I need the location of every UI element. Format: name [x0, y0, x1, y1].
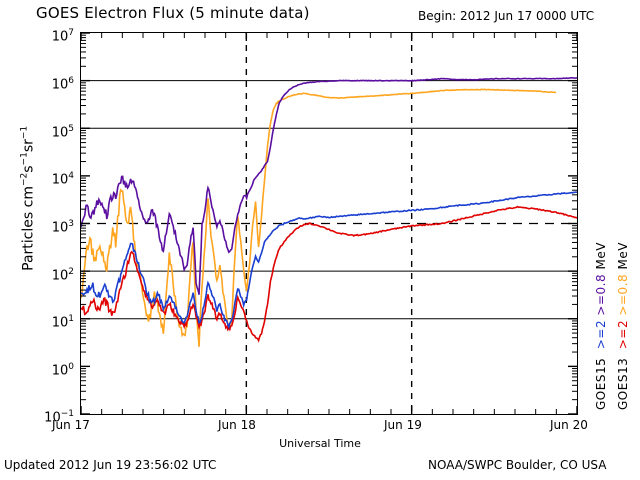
- legend-goes15-e2: >=0.8: [594, 273, 608, 316]
- x-tick-jun20: Jun 20: [550, 418, 588, 432]
- series-goes15-0-8-mev: [81, 76, 577, 295]
- series-goes13-2-mev: [81, 205, 577, 343]
- y-tick-1e7: 107: [51, 28, 74, 45]
- legend-goes15: GOES15 >=2 >=0.8 MeV: [594, 150, 608, 410]
- legend-goes13: GOES13 >=2 >=0.8 MeV: [616, 150, 630, 410]
- x-tick-jun17: Jun 17: [52, 418, 90, 432]
- legend-goes15-e1: >=2: [594, 319, 608, 350]
- x-tick-jun19: Jun 19: [384, 418, 422, 432]
- y-tick-1e2: 102: [51, 267, 74, 284]
- flux-chart-svg: [81, 33, 577, 414]
- y-tick-1e6: 106: [51, 76, 74, 93]
- y-tick-1e4: 104: [51, 171, 74, 188]
- y-tick-1e5: 105: [51, 124, 74, 141]
- y-tick-1e1: 101: [51, 314, 74, 331]
- y-tick-1e0: 100: [51, 362, 74, 379]
- legend-goes13-sat: GOES13: [616, 357, 630, 410]
- legend-goes15-sat: GOES15: [594, 357, 608, 410]
- series-goes15-2-mev: [81, 191, 577, 330]
- page-title: GOES Electron Flux (5 minute data): [36, 4, 310, 22]
- legend-goes13-unit: MeV: [616, 242, 630, 270]
- x-axis-label: Universal Time: [279, 437, 361, 450]
- y-tick-1e3: 103: [51, 219, 74, 236]
- series-goes13-0-8-mev: [81, 88, 557, 347]
- legend-goes15-unit: MeV: [594, 242, 608, 270]
- y-tick-1em1: 10−1: [44, 409, 74, 426]
- x-tick-jun18: Jun 18: [218, 418, 256, 432]
- updated-timestamp: Updated 2012 Jun 19 23:56:02 UTC: [4, 458, 217, 472]
- source-attribution: NOAA/SWPC Boulder, CO USA: [428, 458, 607, 472]
- chart-plot-area: [80, 32, 578, 415]
- begin-time-label: Begin: 2012 Jun 17 0000 UTC: [418, 9, 595, 23]
- legend-goes13-e1: >=2: [616, 319, 630, 350]
- legend-goes13-e2: >=0.8: [616, 273, 630, 316]
- axis-ticks: [81, 33, 577, 414]
